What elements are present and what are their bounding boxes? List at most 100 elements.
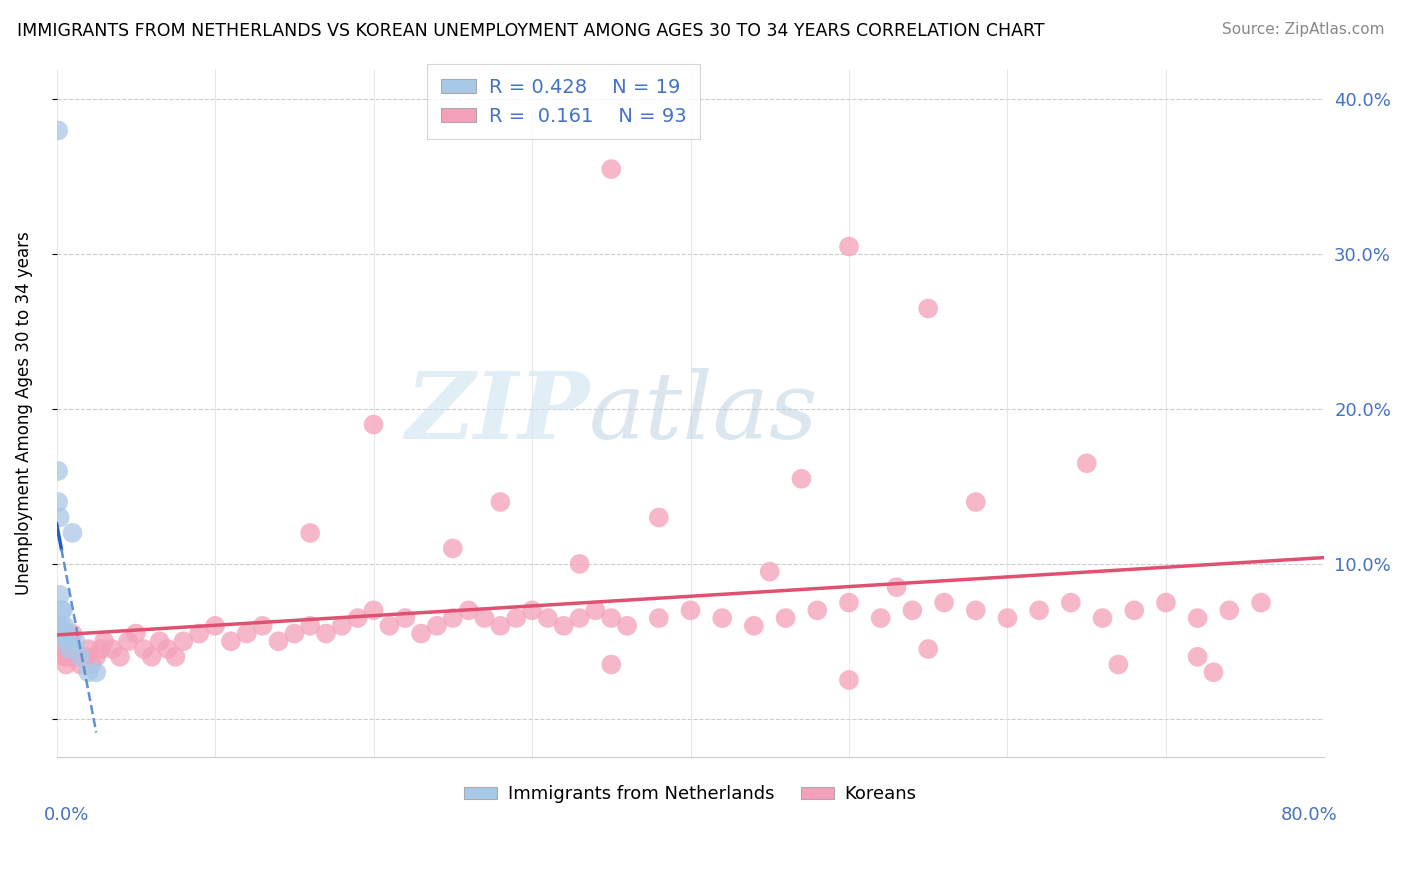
Point [457, 603, 479, 617]
Point [108, 649, 131, 664]
Point [600, 611, 623, 625]
Point [758, 565, 780, 579]
Point [965, 495, 987, 509]
Point [411, 626, 433, 640]
Point [49, 626, 72, 640]
Point [315, 626, 337, 640]
Point [426, 619, 449, 633]
Point [283, 626, 305, 640]
Point [156, 642, 179, 657]
Point [1154, 596, 1177, 610]
Point [330, 619, 353, 633]
Point [1123, 603, 1146, 617]
Point [568, 611, 591, 625]
Point [56, 649, 79, 664]
Point [997, 611, 1019, 625]
Point [77, 665, 100, 680]
Point [219, 634, 242, 648]
Point [51, 603, 73, 617]
Point [600, 162, 623, 177]
Point [132, 642, 155, 657]
Point [711, 611, 734, 625]
Point [537, 611, 560, 625]
Point [1107, 657, 1129, 672]
Point [790, 472, 813, 486]
Point [363, 603, 385, 617]
Point [188, 626, 211, 640]
Point [886, 580, 908, 594]
Point [299, 525, 322, 540]
Point [65, 649, 87, 664]
Point [600, 657, 623, 672]
Point [204, 619, 226, 633]
Point [53, 619, 76, 633]
Point [46, 464, 69, 478]
Point [52, 626, 75, 640]
Point [46, 123, 69, 137]
Point [965, 603, 987, 617]
Point [489, 619, 512, 633]
Point [505, 611, 527, 625]
Point [69, 657, 91, 672]
Point [141, 649, 163, 664]
Point [77, 642, 100, 657]
Point [553, 619, 575, 633]
Point [363, 417, 385, 432]
Y-axis label: Unemployment Among Ages 30 to 34 years: Unemployment Among Ages 30 to 34 years [15, 231, 32, 595]
Point [56, 634, 79, 648]
Point [117, 634, 139, 648]
Point [583, 603, 606, 617]
Point [394, 611, 416, 625]
Point [165, 649, 187, 664]
Point [90, 642, 112, 657]
Point [62, 626, 84, 640]
Point [568, 557, 591, 571]
Point [838, 596, 860, 610]
Point [838, 673, 860, 687]
Point [267, 634, 290, 648]
Point [1028, 603, 1050, 617]
Point [51, 634, 73, 648]
Point [46, 495, 69, 509]
Point [1076, 456, 1098, 470]
Point [917, 301, 939, 316]
Point [62, 525, 84, 540]
Point [489, 495, 512, 509]
Point [648, 611, 671, 625]
Text: IMMIGRANTS FROM NETHERLANDS VS KOREAN UNEMPLOYMENT AMONG AGES 30 TO 34 YEARS COR: IMMIGRANTS FROM NETHERLANDS VS KOREAN UN… [17, 22, 1045, 40]
Point [1187, 611, 1209, 625]
Point [125, 626, 148, 640]
Point [474, 611, 496, 625]
Point [84, 649, 107, 664]
Point [55, 657, 77, 672]
Point [1250, 596, 1272, 610]
Point [236, 626, 259, 640]
Point [1218, 603, 1240, 617]
Point [58, 642, 80, 657]
Point [775, 611, 797, 625]
Point [346, 611, 368, 625]
Point [616, 619, 638, 633]
Point [46, 619, 69, 633]
Point [52, 642, 75, 657]
Point [917, 642, 939, 657]
Point [75, 649, 97, 664]
Point [51, 626, 73, 640]
Point [299, 619, 322, 633]
Point [93, 634, 115, 648]
Point [838, 239, 860, 253]
Point [52, 603, 75, 617]
Point [49, 588, 72, 602]
Point [58, 642, 80, 657]
Point [806, 603, 828, 617]
Point [172, 634, 194, 648]
Point [932, 596, 955, 610]
Point [1091, 611, 1114, 625]
Point [869, 611, 891, 625]
Point [252, 619, 274, 633]
Point [80, 657, 103, 672]
Point [441, 541, 464, 556]
Legend: Immigrants from Netherlands, Koreans: Immigrants from Netherlands, Koreans [457, 778, 924, 810]
Text: 0.0%: 0.0% [44, 805, 90, 823]
Point [49, 510, 72, 524]
